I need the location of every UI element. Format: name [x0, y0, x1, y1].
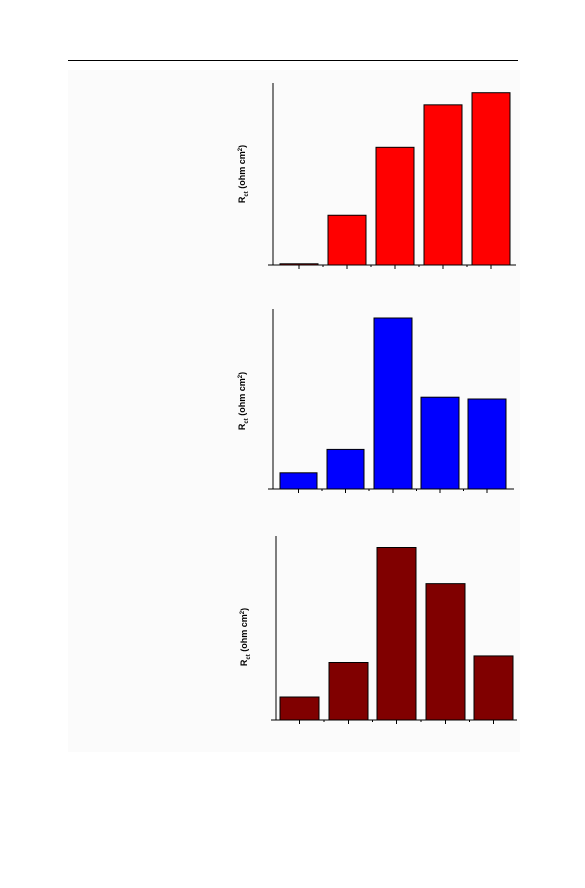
bar	[423, 104, 463, 266]
chart-1: Rct (ohm cm2)	[237, 83, 516, 269]
bar	[279, 696, 320, 721]
bar	[327, 214, 367, 266]
bar	[375, 146, 415, 266]
header-rule	[68, 60, 518, 61]
y-axis-label: Rct (ohm cm2)	[237, 372, 250, 430]
bar	[473, 655, 514, 721]
bar	[471, 92, 511, 266]
bar	[328, 662, 369, 721]
chart-2: Rct (ohm cm2)	[237, 309, 514, 493]
bar	[373, 317, 413, 490]
y-axis-label: Rct (ohm cm2)	[237, 145, 250, 203]
y-axis-label: Rct (ohm cm2)	[239, 608, 252, 666]
bar	[326, 448, 365, 490]
bar	[279, 472, 318, 490]
chart-3: Rct (ohm cm2)	[239, 536, 517, 724]
bar	[420, 396, 460, 490]
bar	[425, 583, 466, 721]
bar	[467, 398, 507, 490]
bar	[376, 547, 417, 721]
